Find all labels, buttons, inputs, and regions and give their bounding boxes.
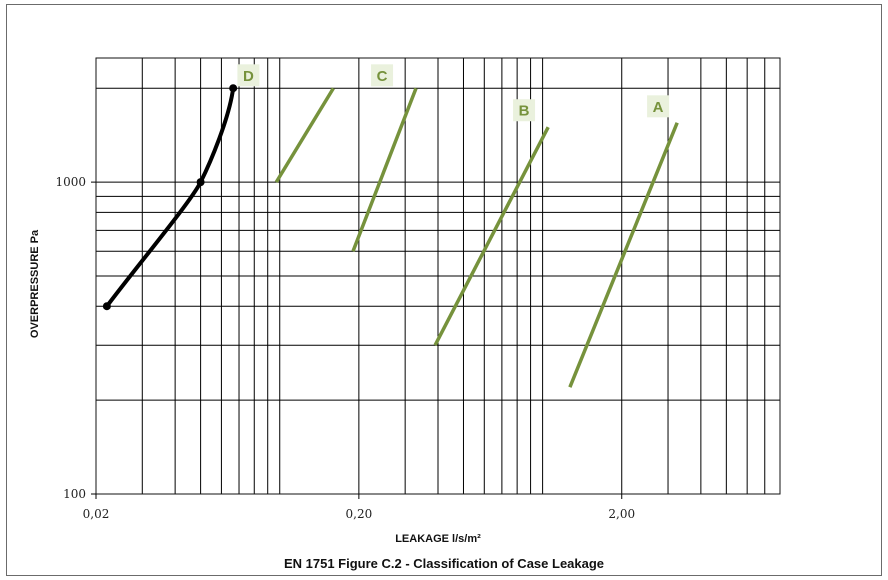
class-label: C bbox=[377, 68, 388, 85]
series-line bbox=[274, 87, 335, 184]
x-axis-title: LEAKAGE l/s/m² bbox=[395, 533, 481, 545]
class-label-box bbox=[513, 99, 536, 122]
data-point bbox=[229, 84, 238, 93]
y-tick-label: 1000 bbox=[55, 175, 86, 189]
series-line-a bbox=[568, 122, 679, 388]
data-point bbox=[102, 302, 111, 311]
figure-caption: EN 1751 Figure C.2 - Classification of C… bbox=[284, 556, 604, 571]
data-point bbox=[196, 178, 205, 187]
y-tick-label: 100 bbox=[63, 487, 86, 501]
series-line-d bbox=[105, 87, 236, 308]
class-label: D bbox=[243, 68, 254, 85]
series-line-b bbox=[433, 126, 550, 346]
chart-frame bbox=[6, 4, 882, 576]
series bbox=[102, 84, 679, 388]
class-label-box bbox=[237, 64, 260, 87]
x-tick-label: 0,02 bbox=[83, 507, 110, 521]
class-label: B bbox=[519, 103, 530, 120]
x-tick-label: 2,00 bbox=[608, 507, 635, 521]
x-tick-label: 0,20 bbox=[346, 507, 373, 521]
plot-border bbox=[95, 57, 781, 495]
series-line-c bbox=[351, 87, 418, 252]
grid bbox=[96, 58, 780, 494]
class-label-box bbox=[647, 95, 670, 118]
class-labels: D C B A bbox=[237, 64, 670, 122]
class-label: A bbox=[653, 99, 664, 116]
y-axis-title: OVERPRESSURE Pa bbox=[29, 229, 41, 338]
ticks: 0,02 0,20 2,00 100 1000 bbox=[55, 175, 635, 521]
class-label-box bbox=[371, 64, 394, 87]
